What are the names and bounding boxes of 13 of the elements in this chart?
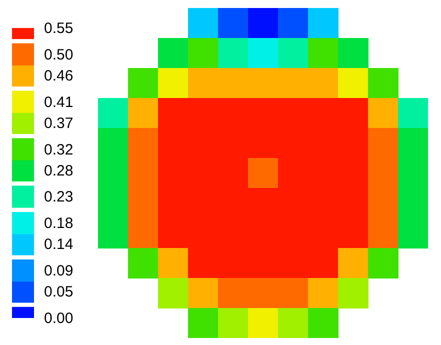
color-bar-label: 0.28 (44, 162, 74, 180)
color-bar-label: 0.37 (44, 114, 74, 132)
color-bar-label: 0.50 (44, 46, 74, 64)
color-bar-label: 0.18 (44, 215, 74, 232)
color-bar-label: 0.23 (44, 188, 74, 206)
color-bar-label: 0.46 (44, 67, 74, 84)
color-bar-label: 0.09 (44, 262, 74, 280)
color-bar-label: 0.05 (44, 284, 74, 301)
color-bar-label: 0.00 (44, 310, 74, 327)
color-bar-label: 0.14 (44, 236, 74, 254)
color-bar-label: 0.41 (44, 94, 74, 111)
color-bar-label: 0.32 (44, 141, 74, 158)
color-bar-label: 0.55 (44, 20, 74, 37)
